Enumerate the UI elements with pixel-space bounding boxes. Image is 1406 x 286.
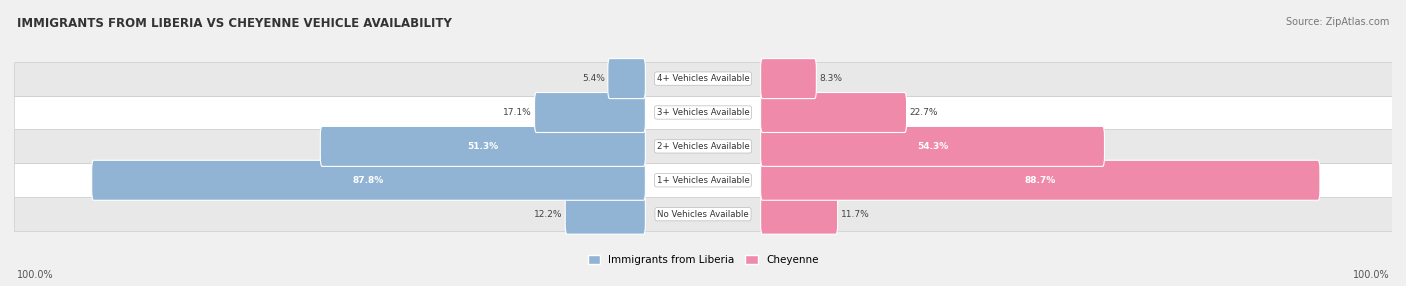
Text: 4+ Vehicles Available: 4+ Vehicles Available (657, 74, 749, 83)
Text: 8.3%: 8.3% (820, 74, 842, 83)
Text: 100.0%: 100.0% (1353, 270, 1389, 280)
Text: 5.4%: 5.4% (582, 74, 605, 83)
FancyBboxPatch shape (534, 92, 645, 132)
Bar (14, 96, 1392, 130)
FancyBboxPatch shape (607, 59, 645, 99)
FancyBboxPatch shape (761, 59, 817, 99)
Text: 12.2%: 12.2% (534, 210, 562, 219)
Text: 17.1%: 17.1% (502, 108, 531, 117)
FancyBboxPatch shape (761, 126, 1105, 166)
Bar (14, 130, 1392, 163)
Text: IMMIGRANTS FROM LIBERIA VS CHEYENNE VEHICLE AVAILABILITY: IMMIGRANTS FROM LIBERIA VS CHEYENNE VEHI… (17, 17, 451, 30)
FancyBboxPatch shape (321, 126, 645, 166)
Text: 22.7%: 22.7% (910, 108, 938, 117)
FancyBboxPatch shape (91, 160, 645, 200)
Text: 51.3%: 51.3% (467, 142, 498, 151)
Text: 11.7%: 11.7% (841, 210, 869, 219)
Text: 54.3%: 54.3% (917, 142, 948, 151)
Bar (14, 163, 1392, 197)
Text: Source: ZipAtlas.com: Source: ZipAtlas.com (1285, 17, 1389, 27)
Bar (14, 197, 1392, 231)
Text: 100.0%: 100.0% (17, 270, 53, 280)
FancyBboxPatch shape (565, 194, 645, 234)
FancyBboxPatch shape (761, 92, 907, 132)
Text: 87.8%: 87.8% (353, 176, 384, 185)
Text: No Vehicles Available: No Vehicles Available (657, 210, 749, 219)
Legend: Immigrants from Liberia, Cheyenne: Immigrants from Liberia, Cheyenne (583, 251, 823, 270)
Bar (14, 62, 1392, 96)
FancyBboxPatch shape (761, 160, 1320, 200)
Text: 3+ Vehicles Available: 3+ Vehicles Available (657, 108, 749, 117)
Text: 2+ Vehicles Available: 2+ Vehicles Available (657, 142, 749, 151)
Text: 88.7%: 88.7% (1025, 176, 1056, 185)
FancyBboxPatch shape (761, 194, 838, 234)
Text: 1+ Vehicles Available: 1+ Vehicles Available (657, 176, 749, 185)
